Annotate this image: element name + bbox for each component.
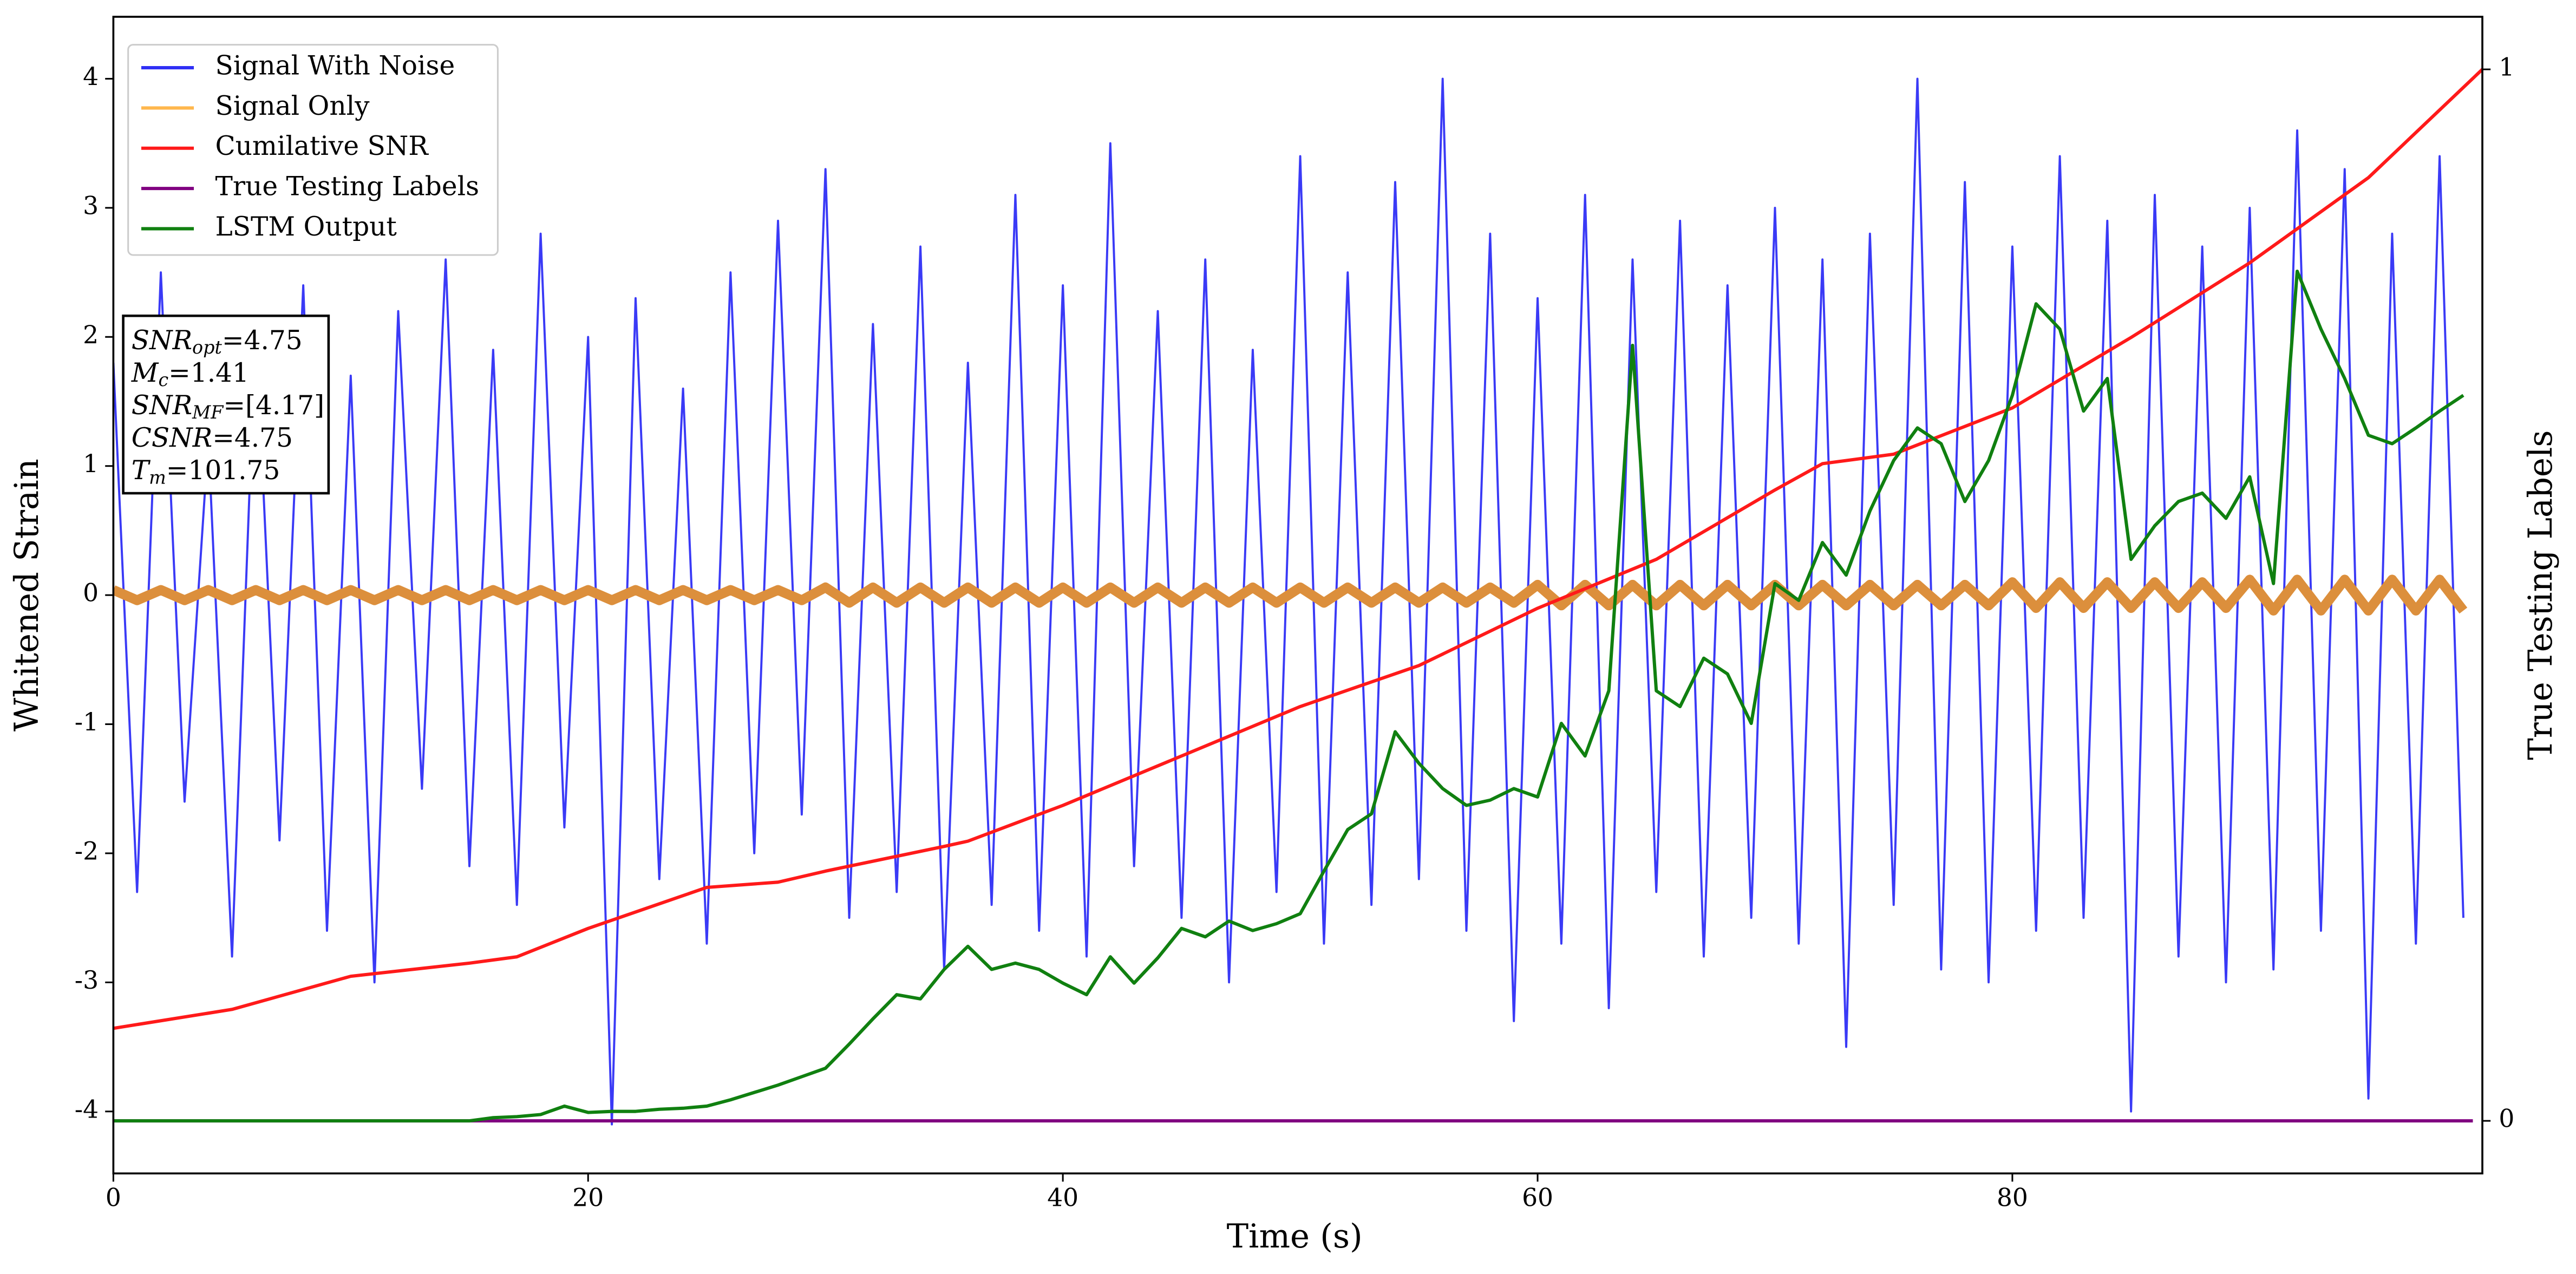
legend-label: Signal With Noise (215, 51, 455, 81)
annotation-sub: c (158, 369, 168, 390)
annotation-sub: opt (192, 337, 222, 358)
annotation-sub: m (149, 467, 166, 488)
annotation-line: Tm=101.75 (132, 455, 280, 488)
annotation-rest: =4.75 (222, 325, 303, 355)
y-tick-label: -2 (75, 837, 99, 865)
x-tick-label: 0 (106, 1183, 121, 1212)
annotation-main: T (132, 455, 151, 486)
annotation-main: SNR (132, 325, 192, 355)
legend-label: Cumilative SNR (215, 131, 429, 161)
annotation-main: M (131, 357, 159, 388)
y2-axis-label: True Testing Labels (2522, 430, 2560, 760)
plot-area (113, 68, 2483, 1126)
annotation-line: CSNR=4.75 (132, 423, 293, 453)
y-tick-label: 0 (83, 579, 99, 607)
annotation-box (122, 314, 330, 495)
y-tick-label: -3 (75, 966, 99, 995)
annotation-rest: =4.75 (212, 423, 293, 453)
annotation-line: SNRMF=[4.17] (132, 390, 324, 423)
legend-box (127, 44, 499, 256)
y-tick-label: 3 (83, 191, 99, 220)
legend: Signal With Noise Signal Only Cumilative S… (127, 44, 499, 256)
y-tick-label: 4 (83, 62, 99, 91)
annotation-sub: MF (192, 402, 224, 423)
series-line (113, 68, 2483, 1030)
x-tick-label: 40 (1047, 1183, 1078, 1212)
annotation-main: CSNR (132, 423, 212, 453)
legend-label: LSTM Output (215, 212, 397, 242)
x-axis-label: Time (s) (1227, 1218, 1363, 1256)
legend-label: True Testing Labels (215, 172, 480, 202)
annotation-main: SNR (132, 390, 192, 420)
annotation-rest: =1.41 (168, 357, 249, 388)
x-tick-label: 20 (572, 1183, 604, 1212)
annotation-rest: =101.75 (166, 455, 280, 486)
series-line (113, 574, 2468, 616)
y-axis-label: Whitened Strain (8, 459, 46, 731)
x-tick-label: 80 (1997, 1183, 2028, 1212)
annotation-line: SNRopt=4.75 (132, 325, 303, 358)
y-tick-label: 2 (83, 321, 99, 349)
y-tick-label: -4 (75, 1095, 99, 1123)
y2-tick-label: 0 (2499, 1105, 2514, 1133)
legend-label: Signal Only (215, 91, 370, 121)
y-tick-label: -1 (75, 708, 99, 736)
y-tick-label: 1 (83, 449, 99, 478)
y2-tick-label: 1 (2499, 53, 2514, 82)
annotation-line: Mc=1.41 (131, 357, 249, 390)
annotation-rest: =[4.17] (223, 390, 324, 420)
series-line (113, 269, 2464, 1123)
annotation: SNRopt=4.75Mc=1.41SNRMF=[4.17]CSNR=4.75T… (122, 314, 330, 495)
series-line (113, 77, 2464, 1126)
x-tick-label: 60 (1522, 1183, 1553, 1212)
